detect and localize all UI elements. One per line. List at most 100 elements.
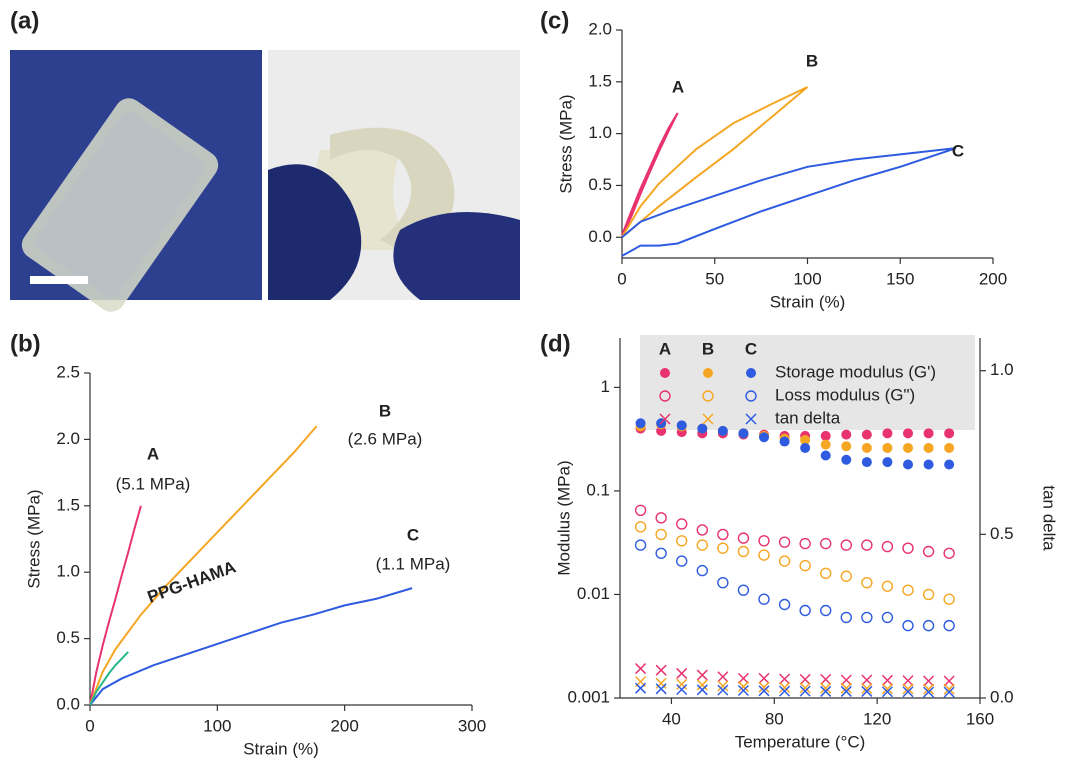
y-tick-label: 2.5 bbox=[56, 362, 80, 381]
marker bbox=[902, 619, 914, 632]
marker bbox=[943, 619, 955, 632]
marker bbox=[902, 542, 914, 554]
marker bbox=[903, 428, 913, 439]
marker bbox=[778, 536, 791, 548]
marker bbox=[882, 428, 893, 439]
marker bbox=[758, 549, 770, 561]
marker bbox=[696, 564, 708, 577]
marker bbox=[881, 683, 893, 695]
marker bbox=[799, 673, 811, 685]
marker bbox=[820, 537, 832, 550]
marker bbox=[922, 588, 935, 601]
line bbox=[621, 147, 957, 257]
marker bbox=[902, 683, 914, 695]
marker bbox=[840, 539, 852, 551]
y-axis-label: Modulus (MPa) bbox=[554, 460, 573, 575]
marker bbox=[738, 428, 749, 439]
marker bbox=[676, 555, 688, 567]
marker bbox=[717, 684, 729, 696]
y-axis-label: Stress (MPa) bbox=[556, 94, 575, 193]
marker bbox=[923, 683, 935, 695]
marker bbox=[944, 428, 955, 439]
marker bbox=[635, 682, 647, 694]
y-tick-label: 0.0 bbox=[56, 694, 80, 713]
x-tick-label: 150 bbox=[886, 269, 914, 288]
marker bbox=[778, 598, 791, 611]
marker bbox=[923, 459, 934, 470]
marker bbox=[717, 680, 729, 692]
y-tick-label: 2.0 bbox=[588, 19, 612, 38]
y2-tick-label: 0.0 bbox=[990, 687, 1014, 706]
marker bbox=[655, 677, 667, 689]
y-tick-label: 1.0 bbox=[56, 562, 80, 581]
legend-marker bbox=[659, 413, 671, 425]
annotation: (1.1 MPa) bbox=[376, 554, 451, 573]
marker bbox=[800, 442, 811, 453]
marker bbox=[717, 528, 729, 541]
legend-label: Storage modulus (G') bbox=[775, 362, 936, 381]
marker bbox=[779, 436, 790, 447]
marker bbox=[696, 524, 708, 536]
marker bbox=[634, 504, 647, 517]
marker bbox=[717, 542, 729, 554]
marker bbox=[944, 459, 955, 470]
marker bbox=[778, 555, 791, 567]
marker bbox=[758, 593, 770, 605]
marker bbox=[737, 672, 749, 684]
marker bbox=[861, 539, 873, 551]
marker bbox=[944, 442, 955, 453]
marker bbox=[758, 535, 770, 547]
x-tick-label: 200 bbox=[330, 716, 358, 735]
marker bbox=[861, 674, 873, 686]
marker bbox=[799, 604, 811, 617]
marker bbox=[655, 683, 667, 695]
marker bbox=[820, 430, 831, 441]
line bbox=[89, 587, 413, 706]
marker bbox=[903, 442, 913, 453]
marker bbox=[923, 686, 935, 698]
marker bbox=[676, 535, 688, 547]
marker bbox=[696, 684, 708, 696]
x-tick-label: 160 bbox=[966, 709, 994, 728]
marker bbox=[717, 425, 728, 436]
line bbox=[89, 505, 142, 706]
series-label: PPG-HAMA bbox=[145, 557, 238, 607]
marker bbox=[861, 429, 872, 440]
marker bbox=[676, 683, 688, 696]
legend-marker bbox=[703, 368, 713, 378]
legend-marker bbox=[745, 413, 757, 425]
marker bbox=[634, 521, 647, 533]
marker bbox=[923, 675, 935, 687]
marker bbox=[840, 570, 852, 582]
y2-axis-label: tan delta bbox=[1040, 485, 1059, 551]
x-tick-label: 40 bbox=[662, 709, 681, 728]
legend-column: B bbox=[702, 339, 714, 358]
panel-label: (c) bbox=[540, 7, 569, 34]
legend-marker bbox=[660, 368, 670, 378]
line bbox=[89, 425, 318, 706]
marker bbox=[676, 678, 688, 690]
legend-label: tan delta bbox=[775, 408, 841, 427]
marker bbox=[779, 685, 791, 697]
marker bbox=[861, 685, 873, 697]
marker bbox=[779, 673, 791, 685]
marker bbox=[799, 682, 811, 694]
marker bbox=[943, 547, 955, 559]
photo-right bbox=[268, 50, 520, 300]
x-tick-label: 120 bbox=[863, 709, 891, 728]
marker bbox=[820, 450, 831, 461]
legend-marker bbox=[745, 390, 757, 402]
legend-label: Loss modulus (G") bbox=[775, 385, 915, 404]
marker bbox=[737, 584, 750, 596]
marker bbox=[696, 539, 708, 551]
series-label: B bbox=[379, 401, 391, 420]
marker bbox=[820, 567, 832, 580]
marker bbox=[655, 528, 667, 541]
marker bbox=[881, 540, 894, 553]
marker bbox=[943, 593, 955, 605]
marker bbox=[841, 441, 852, 452]
x-tick-label: 200 bbox=[979, 269, 1007, 288]
line bbox=[89, 651, 129, 706]
marker bbox=[737, 532, 750, 544]
series-label: A bbox=[147, 444, 159, 463]
